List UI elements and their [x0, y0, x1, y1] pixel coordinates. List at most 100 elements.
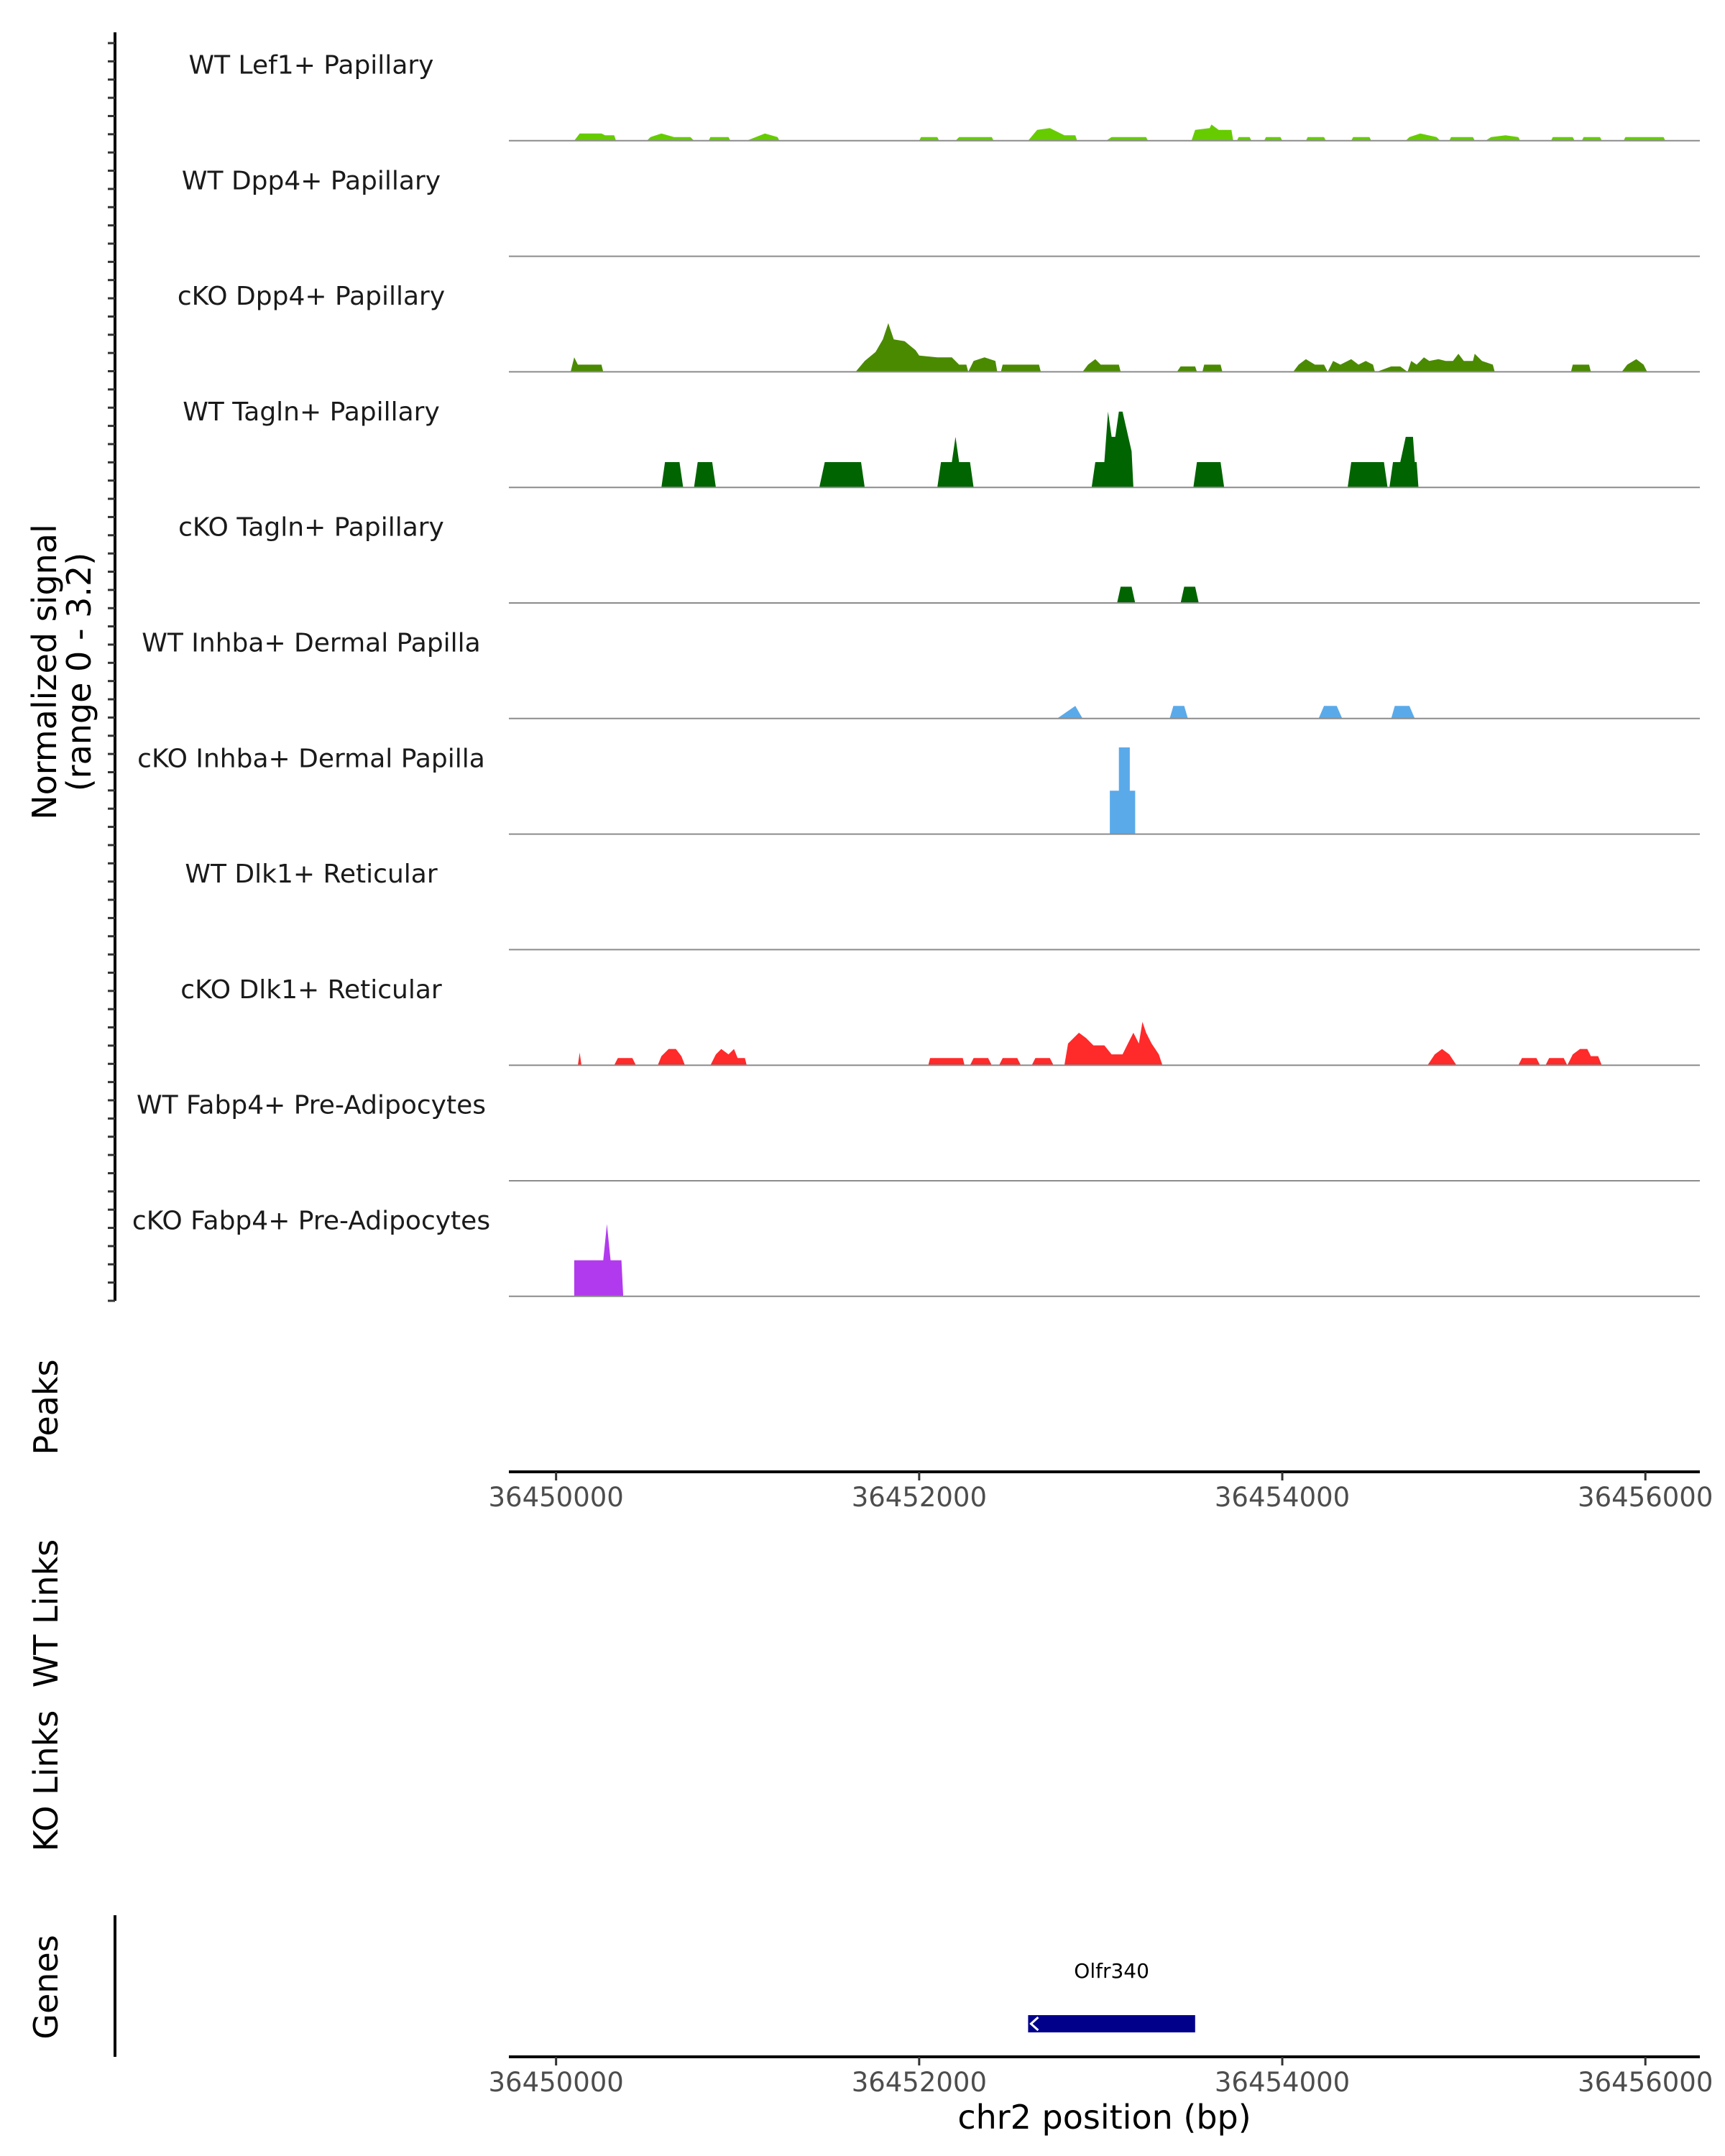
gene-track: Olfr340 — [1028, 1959, 1195, 2032]
track-cko-fabp4-pre-adipocytes: cKO Fabp4+ Pre-Adipocytes — [132, 1207, 1700, 1297]
signal-area — [1180, 586, 1199, 603]
signal-area — [570, 357, 604, 372]
signal-area — [647, 133, 694, 141]
gene-body — [1028, 2015, 1195, 2032]
signal-area — [708, 137, 731, 141]
track-label: cKO Dlk1+ Reticular — [180, 975, 442, 1005]
track-label: WT Inhba+ Dermal Papilla — [142, 629, 480, 658]
track-cko-dpp4-papillary: cKO Dpp4+ Papillary — [178, 282, 1700, 373]
signal-area — [574, 133, 616, 141]
track-wt-dpp4-papillary: WT Dpp4+ Papillary — [182, 166, 1700, 257]
signal-area — [1264, 137, 1282, 141]
signal-area — [1117, 586, 1136, 603]
peaks-x-axis: 36450000 36452000 36454000 36456000 — [489, 1470, 1713, 1513]
signal-area — [1328, 359, 1375, 372]
signal-area — [614, 1058, 636, 1066]
track-wt-dlk1-reticular: WT Dlk1+ Reticular — [185, 860, 1700, 951]
signal-area — [1202, 364, 1223, 372]
x-tick-label: 36450000 — [489, 2067, 624, 2098]
signal-area — [1581, 137, 1602, 141]
signal-area — [1405, 133, 1440, 141]
signal-area — [970, 1058, 992, 1066]
gene-label: Olfr340 — [1074, 1959, 1149, 1983]
signal-area — [578, 1052, 581, 1066]
signal-area — [1236, 137, 1252, 141]
track-label: WT Fabp4+ Pre-Adipocytes — [137, 1091, 486, 1120]
signal-area — [1293, 359, 1328, 372]
track-wt-tagln-papillary: WT Tagln+ Papillary — [183, 397, 1700, 489]
signal-area — [1545, 1058, 1568, 1066]
signal-area — [1407, 354, 1495, 372]
peaks-panel-label: Peaks — [27, 1359, 65, 1455]
signal-area — [710, 1049, 747, 1066]
signal-area — [1351, 137, 1371, 141]
x-tick-label: 36454000 — [1215, 2067, 1350, 2098]
signal-area — [1318, 706, 1343, 719]
track-label: cKO Inhba+ Dermal Papilla — [137, 744, 485, 773]
x-tick-label: 36454000 — [1215, 1482, 1350, 1513]
annotation-panels: Peaks WT Links KO Links Genes — [27, 1359, 116, 2057]
x-tick-label: 36452000 — [852, 1482, 987, 1513]
signal-area — [1000, 364, 1041, 372]
signal-area — [1623, 137, 1665, 141]
genes-x-axis: 36450000 36452000 36454000 36456000 chr2 pos… — [489, 2055, 1713, 2137]
signal-axis-title-line: (range 0 - 3.2) — [60, 553, 98, 792]
track-label: WT Dpp4+ Papillary — [182, 166, 441, 195]
signal-area — [1389, 436, 1419, 488]
signal-area — [1305, 137, 1326, 141]
track-label: WT Lef1+ Papillary — [189, 51, 434, 80]
signal-area — [1427, 1049, 1457, 1066]
signal-area — [1082, 359, 1121, 372]
track-label: cKO Fabp4+ Pre-Adipocytes — [132, 1207, 490, 1236]
signal-area — [1348, 462, 1388, 488]
signal-area — [1193, 462, 1225, 488]
x-axes: 36450000 36452000 36454000 3645600036450000… — [489, 1470, 1713, 2137]
signal-area — [574, 1224, 624, 1296]
signal-area — [1570, 364, 1591, 372]
x-axis-title: chr2 position (bp) — [957, 2098, 1251, 2137]
signal-area — [1518, 1058, 1540, 1066]
signal-area — [1622, 359, 1647, 372]
strand-arrow-icon — [1029, 2016, 1039, 2032]
signal-area — [1028, 128, 1077, 141]
signal-axis-title-line: Normalized signal — [25, 524, 64, 820]
signal-area — [658, 1049, 685, 1066]
track-label: WT Dlk1+ Reticular — [185, 860, 437, 889]
coverage-tracks: WT Lef1+ Papillary WT Dpp4+ Papillary cKO … — [132, 51, 1700, 1297]
track-label: WT Tagln+ Papillary — [183, 397, 440, 427]
signal-area — [1391, 706, 1415, 719]
signal-area — [919, 137, 939, 141]
x-tick-label: 36452000 — [852, 2067, 987, 2098]
signal-area — [1191, 124, 1233, 141]
track-cko-tagln-papillary: cKO Tagln+ Papillary — [178, 513, 1700, 604]
signal-axis-title: Normalized signal(range 0 - 3.2) — [25, 524, 98, 820]
signal-area — [1064, 1021, 1163, 1066]
ko-links-panel-label: KO Links — [27, 1710, 65, 1852]
signal-area — [937, 436, 974, 488]
signal-area — [694, 462, 716, 488]
track-wt-lef1-papillary: WT Lef1+ Papillary — [189, 51, 1700, 142]
track-label: cKO Tagln+ Papillary — [178, 513, 444, 543]
gene-olfr340: Olfr340 — [1028, 1959, 1195, 2032]
track-wt-fabp4-pre-adipocytes: WT Fabp4+ Pre-Adipocytes — [137, 1091, 1700, 1181]
signal-axis: Normalized signal(range 0 - 3.2) — [25, 32, 116, 1302]
signal-area — [1169, 706, 1188, 719]
genes-panel-label: Genes — [27, 1935, 65, 2039]
signal-area — [968, 357, 998, 372]
signal-area — [999, 1058, 1021, 1066]
track-cko-dlk1-reticular: cKO Dlk1+ Reticular — [180, 975, 1700, 1067]
signal-area — [1031, 1058, 1054, 1066]
signal-area — [819, 462, 865, 488]
signal-area — [1106, 137, 1149, 141]
track-wt-inhba-dermal-papilla: WT Inhba+ Dermal Papilla — [142, 629, 1700, 719]
x-tick-label: 36456000 — [1578, 2067, 1713, 2098]
track-label: cKO Dpp4+ Papillary — [178, 282, 445, 311]
signal-area — [1177, 366, 1197, 372]
signal-area — [1376, 366, 1408, 372]
track-cko-inhba-dermal-papilla: cKO Inhba+ Dermal Papilla — [137, 744, 1700, 835]
signal-area — [1449, 137, 1475, 141]
signal-area — [928, 1058, 965, 1066]
signal-area — [955, 137, 994, 141]
x-tick-label: 36456000 — [1578, 1482, 1713, 1513]
